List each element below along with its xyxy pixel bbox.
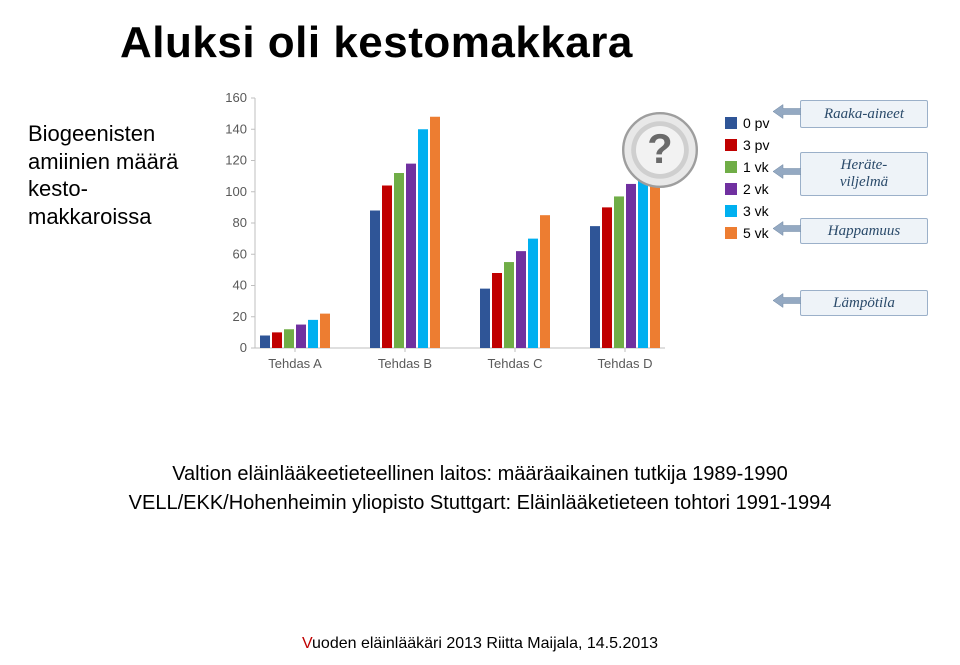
arrow-left-icon [773, 164, 801, 185]
legend-label: 1 vk [743, 159, 769, 175]
legend-swatch [725, 183, 737, 195]
bar [614, 196, 624, 348]
left-label: Biogeenisten amiinien määrä kesto-makkar… [28, 120, 188, 230]
svg-text:Tehdas D: Tehdas D [598, 356, 653, 371]
factor-box: Heräte- viljelmä [800, 152, 928, 196]
arrow-left-icon [773, 221, 801, 242]
bar [492, 273, 502, 348]
bar [516, 251, 526, 348]
footer-rest: uoden eläinlääkäri 2013 Riitta Maijala, … [312, 635, 658, 652]
bar [602, 207, 612, 348]
svg-text:140: 140 [225, 121, 247, 136]
bar [406, 164, 416, 348]
bar [382, 186, 392, 349]
svg-text:Tehdas A: Tehdas A [268, 356, 322, 371]
svg-text:?: ? [647, 125, 672, 172]
bar [394, 173, 404, 348]
legend-swatch [725, 139, 737, 151]
bar [590, 226, 600, 348]
legend-item: 3 vk [725, 203, 793, 219]
legend-label: 0 pv [743, 115, 769, 131]
body-line-1: Valtion eläinlääkeetieteellinen laitos: … [120, 460, 840, 489]
bar [296, 325, 306, 348]
svg-text:60: 60 [233, 246, 247, 261]
side-factor-boxes: Raaka-aineet Heräte- viljelmä Happamuus Läm… [800, 100, 940, 330]
svg-text:0: 0 [240, 340, 247, 355]
svg-text:160: 160 [225, 90, 247, 105]
bar [260, 336, 270, 349]
legend-label: 5 vk [743, 225, 769, 241]
question-mark-icon: ? [620, 110, 700, 190]
bar [540, 215, 550, 348]
legend-swatch [725, 161, 737, 173]
factor-box: Lämpötila [800, 290, 928, 316]
svg-text:80: 80 [233, 215, 247, 230]
bar [528, 239, 538, 348]
bar [638, 168, 648, 348]
bar [308, 320, 318, 348]
svg-text:Tehdas C: Tehdas C [488, 356, 543, 371]
arrow-left-icon [773, 293, 801, 314]
legend-swatch [725, 205, 737, 217]
factor-box: Happamuus [800, 218, 928, 244]
body-text: Valtion eläinlääkeetieteellinen laitos: … [120, 460, 840, 518]
legend-swatch [725, 227, 737, 239]
slide-title: Aluksi oli kestomakkara [120, 18, 633, 68]
svg-text:100: 100 [225, 184, 247, 199]
svg-text:120: 120 [225, 153, 247, 168]
bar [320, 314, 330, 348]
svg-text:20: 20 [233, 309, 247, 324]
svg-text:40: 40 [233, 278, 247, 293]
legend-swatch [725, 117, 737, 129]
legend-label: 3 vk [743, 203, 769, 219]
bar [418, 129, 428, 348]
bar [504, 262, 514, 348]
factor-box: Raaka-aineet [800, 100, 928, 128]
footer: Vuoden eläinlääkäri 2013 Riitta Maijala,… [0, 635, 960, 653]
legend-label: 3 pv [743, 137, 769, 153]
footer-prefix: V [302, 635, 312, 652]
svg-text:Tehdas B: Tehdas B [378, 356, 432, 371]
legend-item: 3 pv [725, 137, 793, 153]
bar [272, 332, 282, 348]
slide: Aluksi oli kestomakkara Biogeenisten ami… [0, 0, 960, 665]
bar [370, 211, 380, 349]
bar [430, 117, 440, 348]
legend-label: 2 vk [743, 181, 769, 197]
bar [626, 184, 636, 348]
body-line-2: VELL/EKK/Hohenheimin yliopisto Stuttgart… [120, 489, 840, 518]
arrow-left-icon [773, 104, 801, 125]
bar [480, 289, 490, 348]
bar [284, 329, 294, 348]
